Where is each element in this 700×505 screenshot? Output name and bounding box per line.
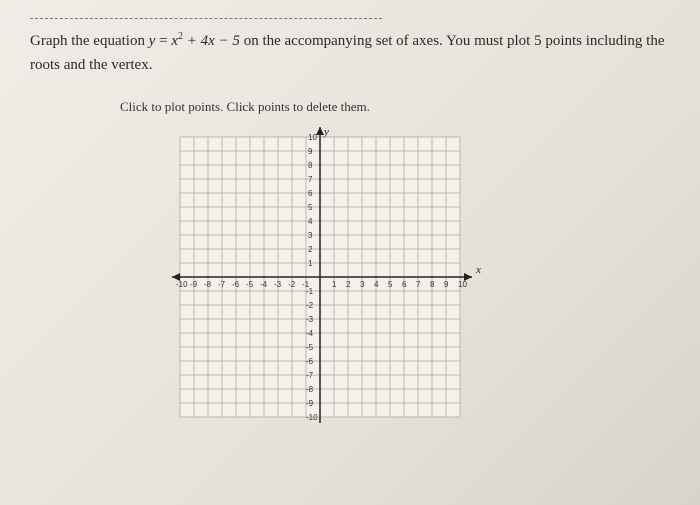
svg-text:1: 1: [332, 280, 337, 289]
q-eq: =: [155, 33, 171, 49]
svg-text:-3: -3: [274, 280, 282, 289]
top-rule: [30, 18, 382, 19]
svg-text:-9: -9: [190, 280, 198, 289]
svg-text:1: 1: [308, 259, 313, 268]
svg-text:10: 10: [458, 280, 467, 289]
svg-text:-5: -5: [246, 280, 254, 289]
worksheet-page: Graph the equation y = x2 + 4x − 5 on th…: [0, 0, 700, 505]
plot-instruction: Click to plot points. Click points to de…: [120, 99, 670, 115]
svg-text:4: 4: [374, 280, 379, 289]
coordinate-grid[interactable]: yx-10-9-8-7-6-5-4-3-2-112345678910123456…: [160, 123, 490, 453]
svg-text:4: 4: [308, 217, 313, 226]
svg-text:x: x: [475, 264, 481, 276]
svg-text:-7: -7: [306, 371, 314, 380]
svg-text:3: 3: [308, 231, 313, 240]
svg-text:-1: -1: [306, 287, 314, 296]
svg-text:9: 9: [308, 147, 313, 156]
svg-text:-7: -7: [218, 280, 226, 289]
q-rhs-b: + 4x − 5: [183, 33, 240, 49]
svg-text:6: 6: [402, 280, 407, 289]
svg-text:3: 3: [360, 280, 365, 289]
svg-text:-5: -5: [306, 343, 314, 352]
svg-text:-3: -3: [306, 315, 314, 324]
question-text: Graph the equation y = x2 + 4x − 5 on th…: [30, 29, 670, 77]
svg-text:8: 8: [430, 280, 435, 289]
svg-text:-4: -4: [306, 329, 314, 338]
svg-text:-8: -8: [204, 280, 212, 289]
svg-text:8: 8: [308, 161, 313, 170]
svg-text:9: 9: [444, 280, 449, 289]
svg-text:10: 10: [308, 133, 317, 142]
svg-text:7: 7: [416, 280, 421, 289]
q-prefix: Graph the equation: [30, 33, 149, 49]
svg-text:-10: -10: [176, 280, 188, 289]
svg-text:-10: -10: [306, 413, 318, 422]
svg-text:-6: -6: [306, 357, 314, 366]
svg-text:2: 2: [308, 245, 313, 254]
svg-text:7: 7: [308, 175, 313, 184]
svg-text:2: 2: [346, 280, 351, 289]
svg-text:5: 5: [308, 203, 313, 212]
svg-text:5: 5: [388, 280, 393, 289]
svg-text:-9: -9: [306, 399, 314, 408]
svg-text:6: 6: [308, 189, 313, 198]
svg-text:-6: -6: [232, 280, 240, 289]
graph-container: yx-10-9-8-7-6-5-4-3-2-112345678910123456…: [160, 123, 670, 453]
svg-text:-2: -2: [288, 280, 296, 289]
svg-text:-4: -4: [260, 280, 268, 289]
svg-text:-8: -8: [306, 385, 314, 394]
svg-text:-2: -2: [306, 301, 314, 310]
svg-text:y: y: [323, 126, 329, 138]
